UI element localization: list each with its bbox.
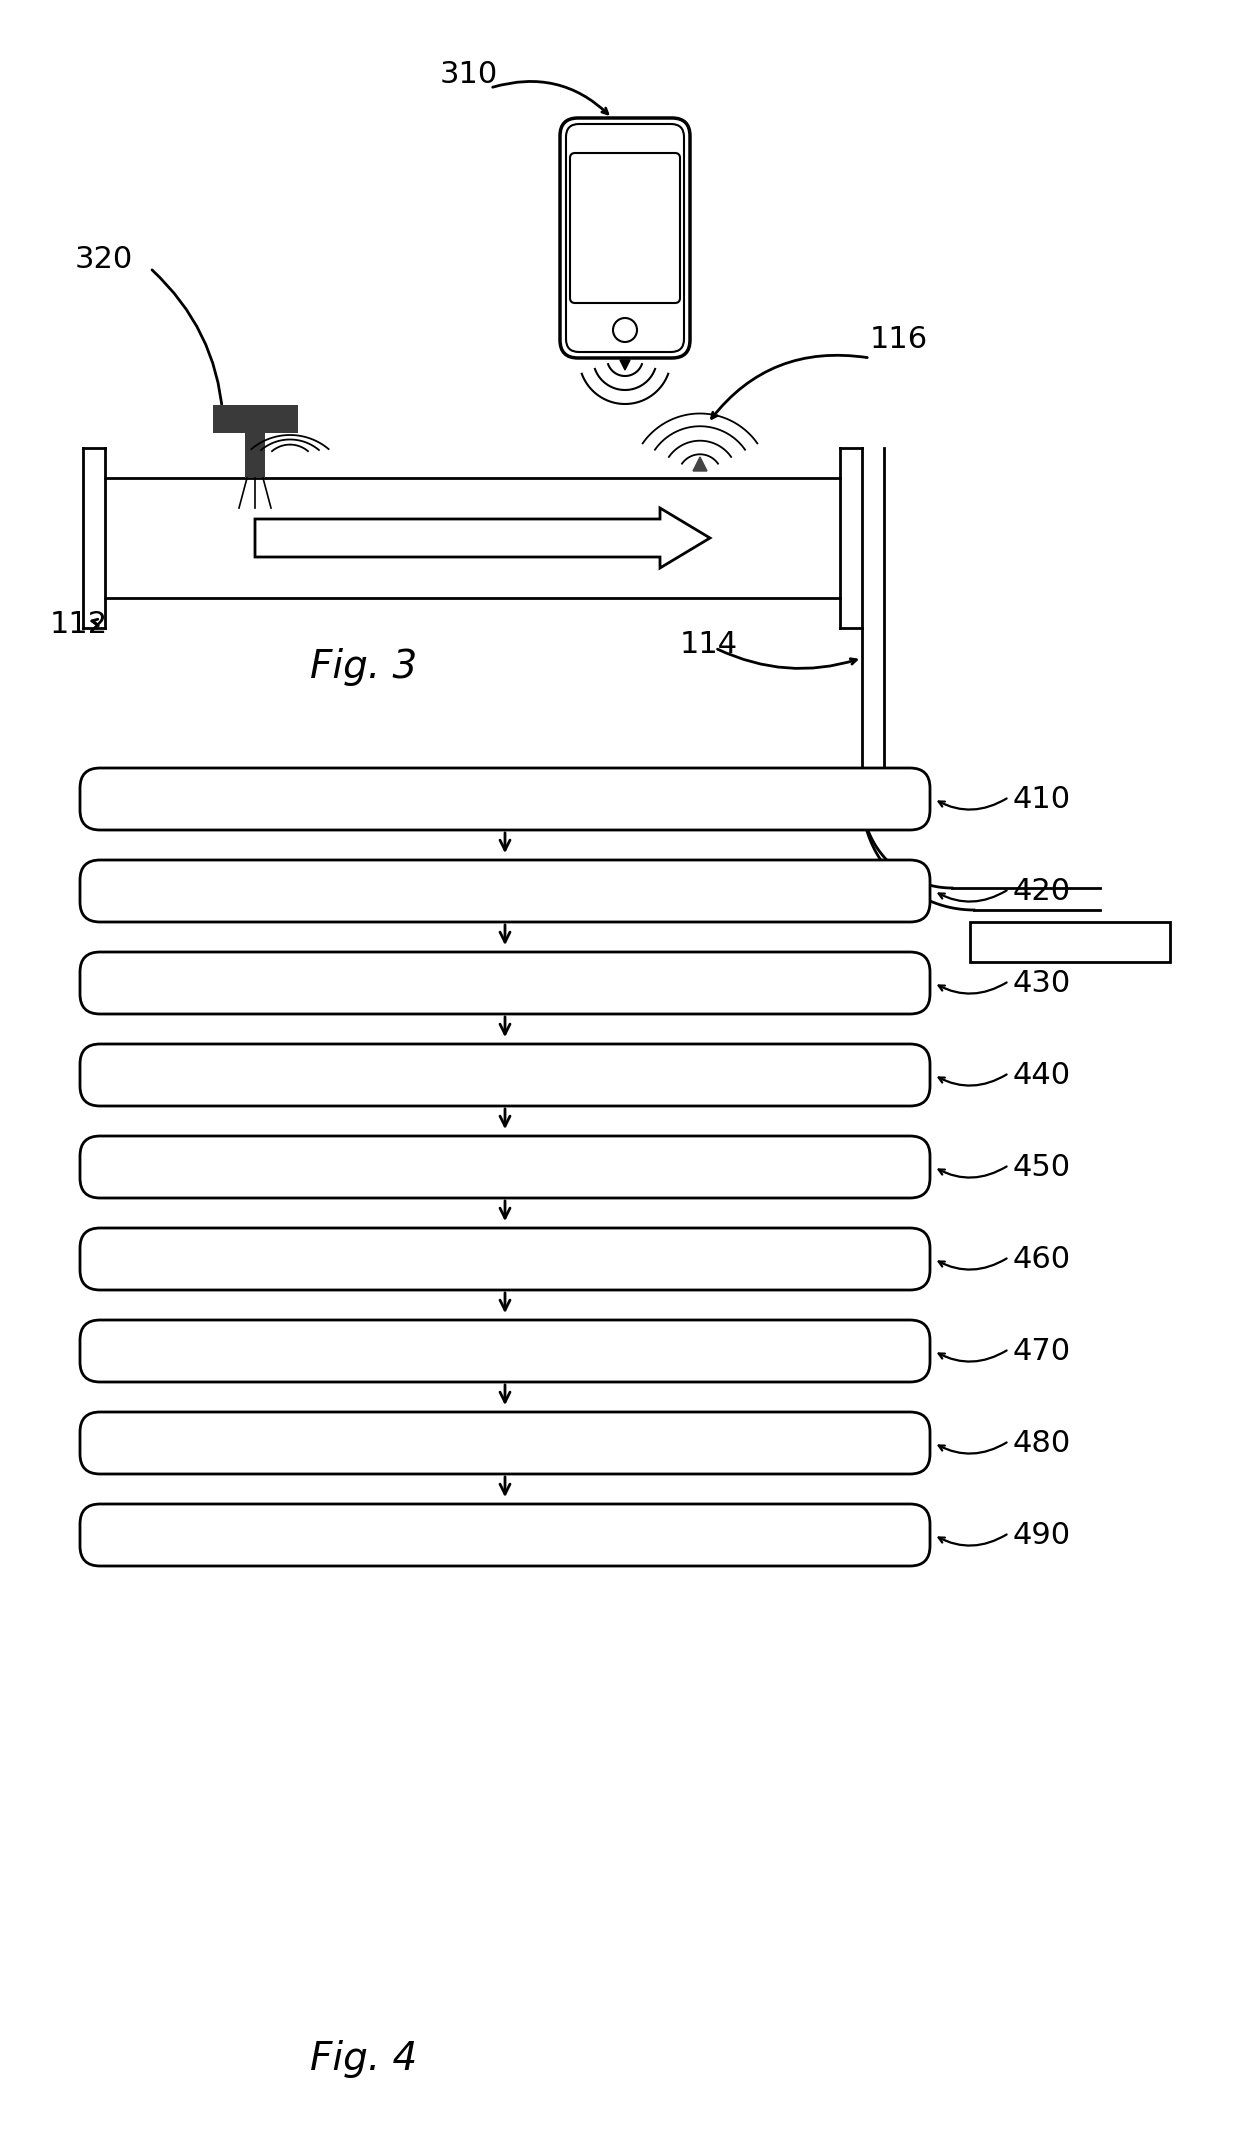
- FancyArrow shape: [255, 509, 711, 569]
- Text: 480: 480: [1013, 1428, 1071, 1458]
- Text: Fig. 3: Fig. 3: [310, 648, 417, 686]
- Text: 420: 420: [1013, 877, 1071, 907]
- Text: Fig. 4: Fig. 4: [310, 2040, 417, 2078]
- FancyBboxPatch shape: [81, 1043, 930, 1105]
- Text: 112: 112: [50, 609, 108, 639]
- Text: 490: 490: [1013, 1520, 1071, 1550]
- FancyBboxPatch shape: [81, 1411, 930, 1473]
- FancyBboxPatch shape: [81, 1503, 930, 1565]
- FancyBboxPatch shape: [81, 859, 930, 921]
- FancyBboxPatch shape: [81, 1135, 930, 1197]
- Polygon shape: [620, 359, 630, 370]
- Text: 116: 116: [870, 325, 928, 355]
- Text: 460: 460: [1013, 1244, 1071, 1274]
- Polygon shape: [693, 458, 707, 470]
- Text: 450: 450: [1013, 1152, 1071, 1182]
- Bar: [246, 434, 265, 479]
- Text: 410: 410: [1013, 785, 1071, 812]
- Bar: [970, 921, 1171, 962]
- FancyBboxPatch shape: [565, 124, 684, 353]
- Text: 470: 470: [1013, 1336, 1071, 1366]
- Text: 320: 320: [74, 246, 133, 274]
- Text: 310: 310: [440, 60, 498, 90]
- FancyBboxPatch shape: [81, 1227, 930, 1289]
- FancyBboxPatch shape: [81, 768, 930, 830]
- FancyBboxPatch shape: [560, 118, 689, 357]
- Text: 114: 114: [680, 631, 738, 659]
- FancyBboxPatch shape: [81, 1319, 930, 1381]
- Bar: [213, 404, 298, 434]
- FancyBboxPatch shape: [81, 951, 930, 1013]
- FancyBboxPatch shape: [570, 154, 680, 304]
- Text: 430: 430: [1013, 969, 1071, 998]
- Text: 440: 440: [1013, 1060, 1071, 1090]
